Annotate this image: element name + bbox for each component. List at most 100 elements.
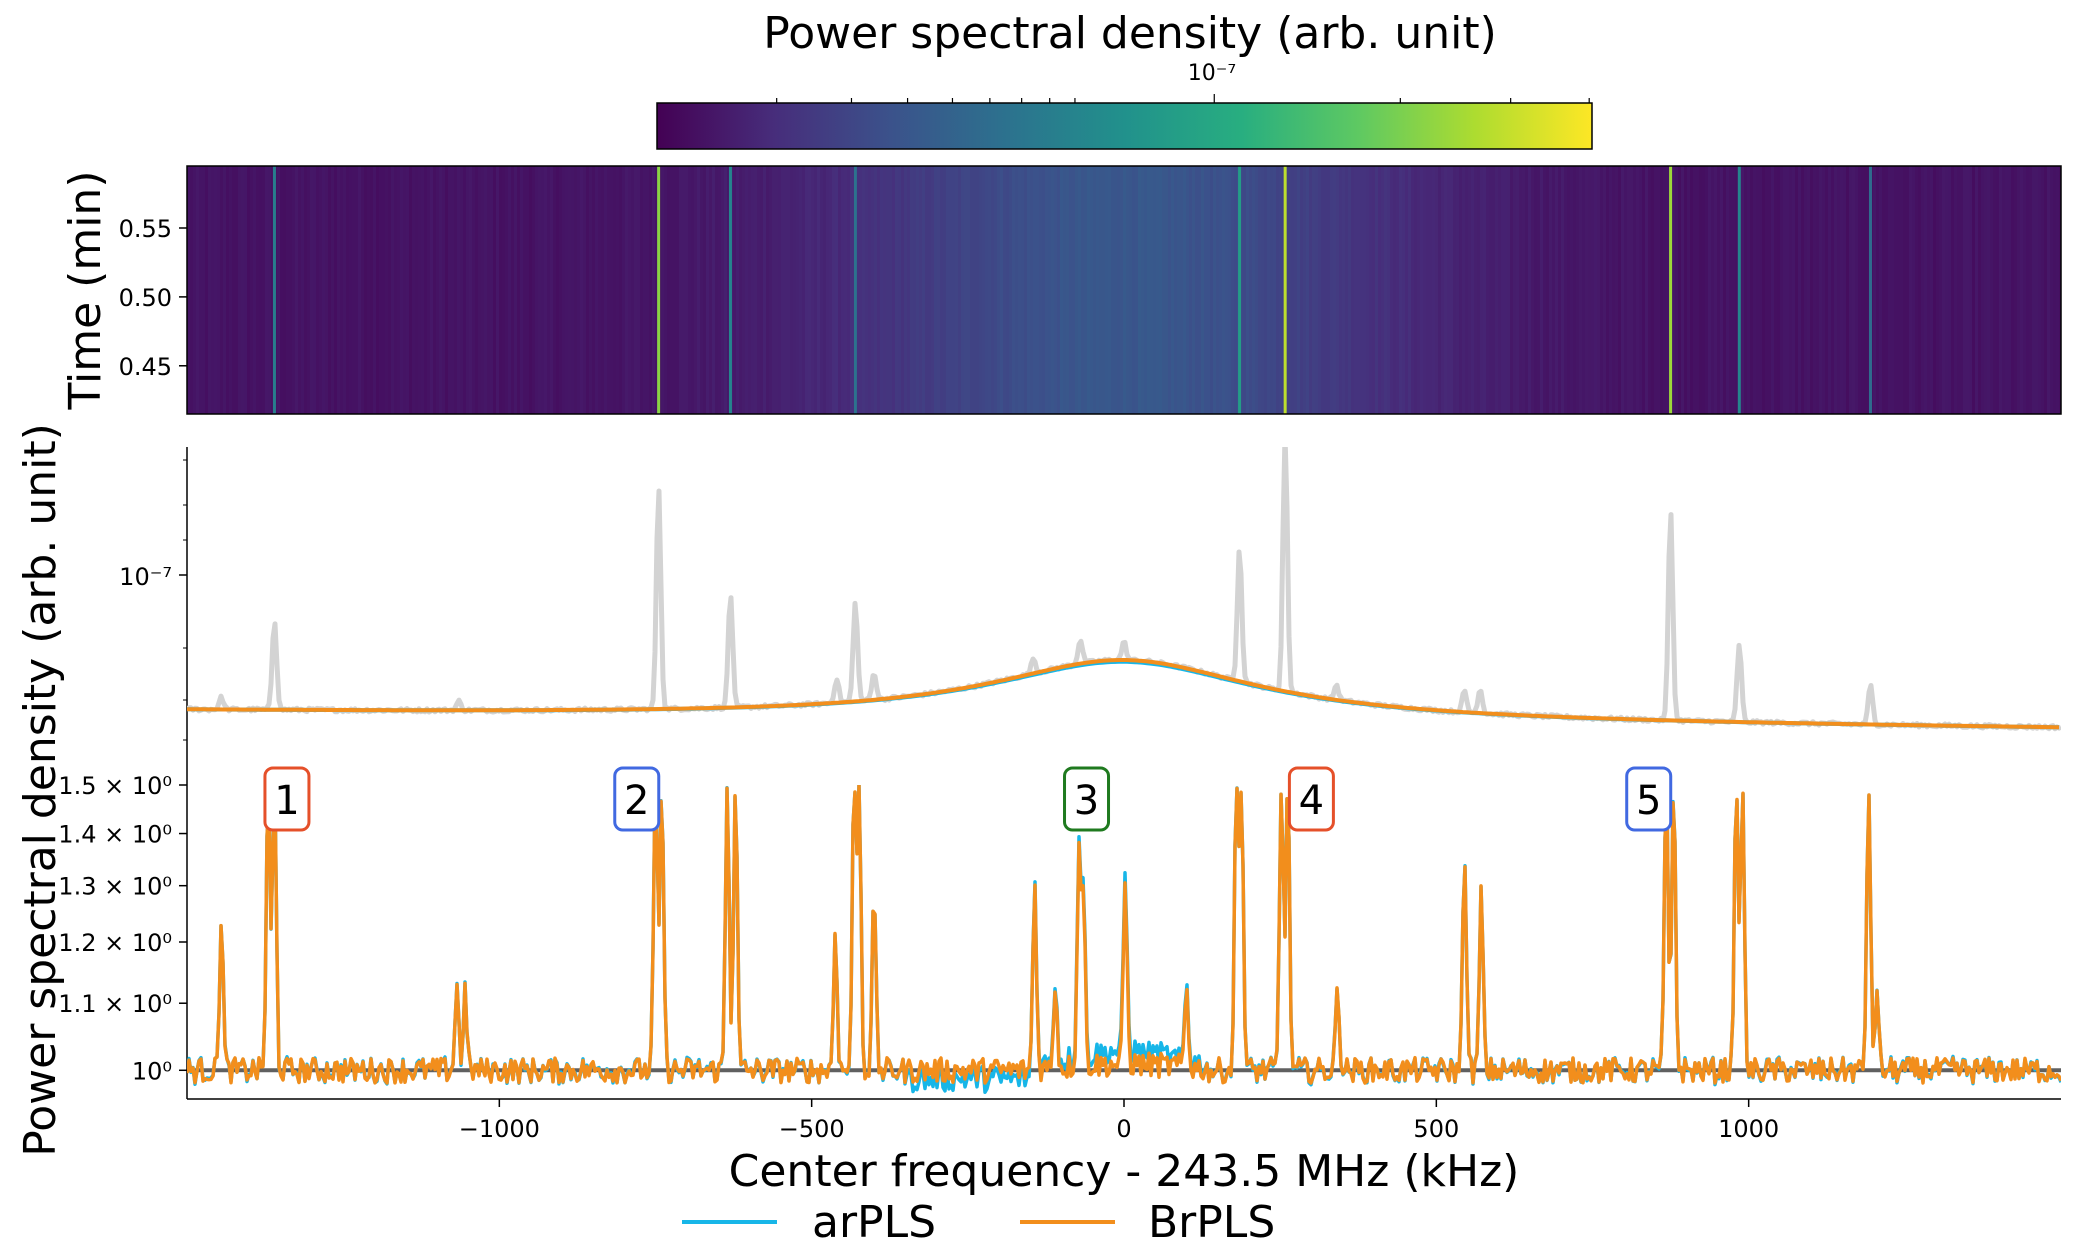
heatmap-cell — [1762, 166, 1766, 414]
heatmap-cell — [2035, 166, 2039, 414]
heatmap-cell — [1435, 166, 1439, 414]
heatmap-cell — [202, 166, 206, 414]
heatmap-cell — [1843, 166, 1847, 414]
heatmap-cell — [1633, 166, 1637, 414]
heatmap-cell — [1492, 166, 1496, 414]
heatmap-cell — [550, 166, 554, 414]
heatmap-cell — [481, 166, 485, 414]
heatmap-cell — [892, 166, 896, 414]
heatmap-cell — [1690, 166, 1694, 414]
heatmap-cell — [217, 166, 221, 414]
heatmap-cell — [1294, 166, 1298, 414]
heatmap-cell — [715, 166, 719, 414]
heatmap-cell — [1378, 166, 1382, 414]
heatmap-cell — [538, 166, 542, 414]
heatmap-cell — [1345, 166, 1349, 414]
heatmap-cell — [1888, 166, 1892, 414]
heatmap-cell — [1507, 166, 1511, 414]
heatmap-cell — [1549, 166, 1553, 414]
heatmap-cell — [1423, 166, 1427, 414]
heatmap-cell — [1747, 166, 1751, 414]
heatmap-cell — [916, 166, 920, 414]
heatmap-cell — [820, 166, 824, 414]
heatmap-cell — [199, 166, 203, 414]
heatmap-cell — [1927, 166, 1931, 414]
heatmap-cell — [706, 166, 710, 414]
heatmap-cell — [193, 166, 197, 414]
heatmap-cell — [469, 166, 473, 414]
heatmap-cell — [1213, 166, 1217, 414]
heatmap-cell — [385, 166, 389, 414]
heatmap-line — [1669, 166, 1673, 414]
heatmap-cell — [244, 166, 248, 414]
heatmap-cell — [1948, 166, 1952, 414]
heatmap-cell — [439, 166, 443, 414]
heatmap-cell — [460, 166, 464, 414]
heatmap-cell — [1255, 166, 1259, 414]
heatmap-cell — [1249, 166, 1253, 414]
heatmap-cell — [319, 166, 323, 414]
corrected-y-tick-label: 1.3 × 10⁰ — [58, 873, 172, 901]
heatmap-cell — [607, 166, 611, 414]
heatmap-cell — [1498, 166, 1502, 414]
heatmap-cell — [1885, 166, 1889, 414]
heatmap-cell — [1267, 166, 1271, 414]
heatmap-cell — [1975, 166, 1979, 414]
legend-brpls-label: BrPLS — [1148, 1197, 1275, 1248]
heatmap-cell — [661, 166, 665, 414]
heatmap-cell — [1396, 166, 1400, 414]
heatmap-cell — [499, 166, 503, 414]
heatmap-cell — [394, 166, 398, 414]
heatmap-cell — [1036, 166, 1040, 414]
heatmap-cell — [1678, 166, 1682, 414]
heatmap-cell — [1141, 166, 1145, 414]
heatmap-cell — [1846, 166, 1850, 414]
heatmap-cell — [739, 166, 743, 414]
heatmap-cell — [205, 166, 209, 414]
heatmap-cell — [1411, 166, 1415, 414]
heatmap-cell — [1357, 166, 1361, 414]
heatmap-cell — [1612, 166, 1616, 414]
heatmap-cell — [1915, 166, 1919, 414]
heatmap-line — [728, 166, 732, 414]
heatmap-cell — [1696, 166, 1700, 414]
heatmap-cell — [1804, 166, 1808, 414]
heatmap-cell — [1897, 166, 1901, 414]
heatmap-cell — [187, 166, 191, 414]
heatmap-cell — [949, 166, 953, 414]
heatmap-cell — [796, 166, 800, 414]
heatmap-cell — [838, 166, 842, 414]
heatmap-cell — [1444, 166, 1448, 414]
heatmap-cell — [2017, 166, 2021, 414]
heatmap-cell — [310, 166, 314, 414]
heatmap-cell — [1708, 166, 1712, 414]
heatmap-cell — [934, 166, 938, 414]
heatmap-cell — [1210, 166, 1214, 414]
heatmap-cell — [1354, 166, 1358, 414]
heatmap-cell — [1048, 166, 1052, 414]
heatmap-cell — [637, 166, 641, 414]
heatmap-cell — [1996, 166, 2000, 414]
heatmap-cell — [649, 166, 653, 414]
heatmap-cell — [1000, 166, 1004, 414]
heatmap-cell — [688, 166, 692, 414]
heatmap-cell — [1312, 166, 1316, 414]
heatmap-cell — [1333, 166, 1337, 414]
heatmap-cell — [604, 166, 608, 414]
colorbar-title: Power spectral density (arb. unit) — [763, 8, 1497, 59]
heatmap-cell — [1186, 166, 1190, 414]
heatmap-cell — [271, 166, 275, 414]
heatmap-cell — [982, 166, 986, 414]
heatmap-cell — [1972, 166, 1976, 414]
heatmap-cell — [1618, 166, 1622, 414]
raw-spectrum-line — [187, 447, 2061, 732]
heatmap-cell — [412, 166, 416, 414]
heatmap-cell — [1684, 166, 1688, 414]
heatmap-cell — [1534, 166, 1538, 414]
heatmap-cell — [1087, 166, 1091, 414]
heatmap-cell — [1348, 166, 1352, 414]
heatmap-cell — [1999, 166, 2003, 414]
heatmap-cell — [1741, 166, 1745, 414]
heatmap-cell — [1069, 166, 1073, 414]
